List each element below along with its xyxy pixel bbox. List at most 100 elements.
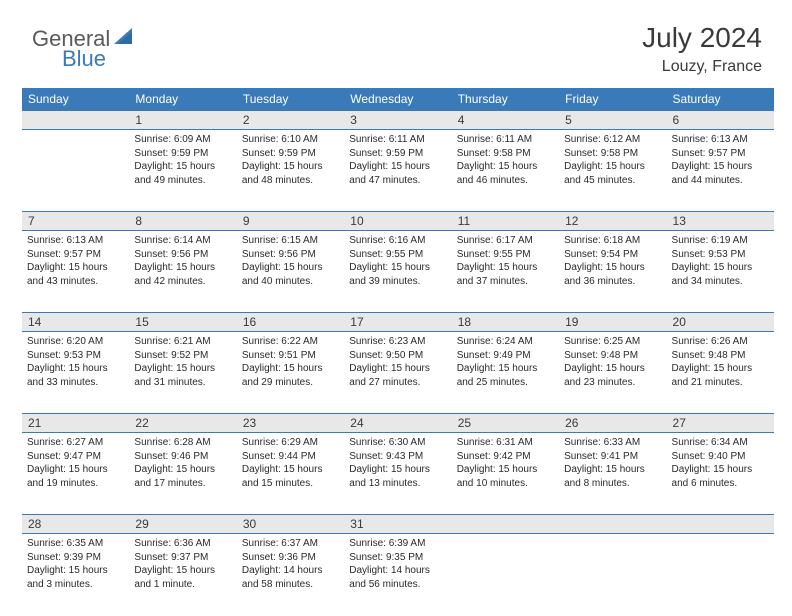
sunrise-text: Sunrise: 6:14 AM [134, 234, 231, 248]
sunrise-text: Sunrise: 6:11 AM [457, 133, 554, 147]
day-number-cell: 11 [452, 212, 559, 231]
day-number-cell: 2 [237, 111, 344, 130]
day-cell: Sunrise: 6:18 AMSunset: 9:54 PMDaylight:… [559, 231, 666, 313]
weekday-header-row: Sunday Monday Tuesday Wednesday Thursday… [22, 88, 774, 111]
sunrise-text: Sunrise: 6:34 AM [672, 436, 769, 450]
day-cell: Sunrise: 6:09 AMSunset: 9:59 PMDaylight:… [129, 130, 236, 212]
daylight-text: Daylight: 14 hours and 58 minutes. [242, 564, 339, 591]
daylight-text: Daylight: 15 hours and 27 minutes. [349, 362, 446, 389]
sunset-text: Sunset: 9:40 PM [672, 450, 769, 464]
day-number-cell: 14 [22, 313, 129, 332]
col-friday: Friday [559, 88, 666, 111]
sunset-text: Sunset: 9:51 PM [242, 349, 339, 363]
day-cell: Sunrise: 6:15 AMSunset: 9:56 PMDaylight:… [237, 231, 344, 313]
sunset-text: Sunset: 9:43 PM [349, 450, 446, 464]
sunrise-text: Sunrise: 6:23 AM [349, 335, 446, 349]
col-thursday: Thursday [452, 88, 559, 111]
day-cell: Sunrise: 6:28 AMSunset: 9:46 PMDaylight:… [129, 433, 236, 515]
day-number-cell: 3 [344, 111, 451, 130]
sunrise-text: Sunrise: 6:13 AM [672, 133, 769, 147]
day-number-cell: 30 [237, 515, 344, 534]
sunset-text: Sunset: 9:37 PM [134, 551, 231, 565]
daylight-text: Daylight: 15 hours and 33 minutes. [27, 362, 124, 389]
daylight-text: Daylight: 15 hours and 1 minute. [134, 564, 231, 591]
sunrise-text: Sunrise: 6:17 AM [457, 234, 554, 248]
day-number-cell: 17 [344, 313, 451, 332]
col-tuesday: Tuesday [237, 88, 344, 111]
daylight-text: Daylight: 15 hours and 21 minutes. [672, 362, 769, 389]
sunset-text: Sunset: 9:59 PM [134, 147, 231, 161]
sunset-text: Sunset: 9:58 PM [457, 147, 554, 161]
daylight-text: Daylight: 15 hours and 19 minutes. [27, 463, 124, 490]
day-number-cell: 25 [452, 414, 559, 433]
sunrise-text: Sunrise: 6:30 AM [349, 436, 446, 450]
sunset-text: Sunset: 9:48 PM [564, 349, 661, 363]
sunrise-text: Sunrise: 6:35 AM [27, 537, 124, 551]
sunset-text: Sunset: 9:36 PM [242, 551, 339, 565]
daylight-text: Daylight: 15 hours and 42 minutes. [134, 261, 231, 288]
sunset-text: Sunset: 9:56 PM [242, 248, 339, 262]
daylight-text: Daylight: 15 hours and 40 minutes. [242, 261, 339, 288]
sunrise-text: Sunrise: 6:27 AM [27, 436, 124, 450]
page-title: July 2024 [642, 22, 762, 54]
day-cell: Sunrise: 6:19 AMSunset: 9:53 PMDaylight:… [667, 231, 774, 313]
day-number-cell: 23 [237, 414, 344, 433]
day-number-cell: 21 [22, 414, 129, 433]
daylight-text: Daylight: 15 hours and 29 minutes. [242, 362, 339, 389]
day-cell: Sunrise: 6:26 AMSunset: 9:48 PMDaylight:… [667, 332, 774, 414]
daylight-text: Daylight: 15 hours and 25 minutes. [457, 362, 554, 389]
sunrise-text: Sunrise: 6:25 AM [564, 335, 661, 349]
daynum-row: 28293031 [22, 515, 774, 534]
day-cell: Sunrise: 6:35 AMSunset: 9:39 PMDaylight:… [22, 534, 129, 616]
sunset-text: Sunset: 9:46 PM [134, 450, 231, 464]
day-cell [667, 534, 774, 616]
day-number-cell [667, 515, 774, 534]
day-number-cell: 15 [129, 313, 236, 332]
day-number-cell [22, 111, 129, 130]
sunset-text: Sunset: 9:39 PM [27, 551, 124, 565]
sunrise-text: Sunrise: 6:10 AM [242, 133, 339, 147]
sunset-text: Sunset: 9:57 PM [27, 248, 124, 262]
sunrise-text: Sunrise: 6:21 AM [134, 335, 231, 349]
day-number-cell: 7 [22, 212, 129, 231]
day-cell: Sunrise: 6:13 AMSunset: 9:57 PMDaylight:… [667, 130, 774, 212]
day-info-row: Sunrise: 6:13 AMSunset: 9:57 PMDaylight:… [22, 231, 774, 313]
day-number-cell: 20 [667, 313, 774, 332]
daylight-text: Daylight: 15 hours and 8 minutes. [564, 463, 661, 490]
daylight-text: Daylight: 15 hours and 49 minutes. [134, 160, 231, 187]
day-number-cell: 19 [559, 313, 666, 332]
sunset-text: Sunset: 9:48 PM [672, 349, 769, 363]
day-info-row: Sunrise: 6:20 AMSunset: 9:53 PMDaylight:… [22, 332, 774, 414]
day-cell: Sunrise: 6:25 AMSunset: 9:48 PMDaylight:… [559, 332, 666, 414]
day-number-cell: 28 [22, 515, 129, 534]
daylight-text: Daylight: 15 hours and 43 minutes. [27, 261, 124, 288]
day-cell: Sunrise: 6:29 AMSunset: 9:44 PMDaylight:… [237, 433, 344, 515]
day-cell: Sunrise: 6:11 AMSunset: 9:58 PMDaylight:… [452, 130, 559, 212]
day-number-cell: 6 [667, 111, 774, 130]
sunrise-text: Sunrise: 6:11 AM [349, 133, 446, 147]
col-wednesday: Wednesday [344, 88, 451, 111]
sunrise-text: Sunrise: 6:15 AM [242, 234, 339, 248]
day-cell [559, 534, 666, 616]
sunset-text: Sunset: 9:53 PM [672, 248, 769, 262]
sunrise-text: Sunrise: 6:28 AM [134, 436, 231, 450]
day-number-cell: 18 [452, 313, 559, 332]
day-cell: Sunrise: 6:17 AMSunset: 9:55 PMDaylight:… [452, 231, 559, 313]
day-number-cell: 13 [667, 212, 774, 231]
day-cell: Sunrise: 6:22 AMSunset: 9:51 PMDaylight:… [237, 332, 344, 414]
sunset-text: Sunset: 9:42 PM [457, 450, 554, 464]
col-monday: Monday [129, 88, 236, 111]
day-number-cell: 26 [559, 414, 666, 433]
daynum-row: 123456 [22, 111, 774, 130]
sunset-text: Sunset: 9:54 PM [564, 248, 661, 262]
day-cell: Sunrise: 6:10 AMSunset: 9:59 PMDaylight:… [237, 130, 344, 212]
sunset-text: Sunset: 9:58 PM [564, 147, 661, 161]
daylight-text: Daylight: 15 hours and 13 minutes. [349, 463, 446, 490]
day-number-cell: 4 [452, 111, 559, 130]
sunset-text: Sunset: 9:55 PM [349, 248, 446, 262]
col-sunday: Sunday [22, 88, 129, 111]
sunset-text: Sunset: 9:44 PM [242, 450, 339, 464]
day-cell: Sunrise: 6:23 AMSunset: 9:50 PMDaylight:… [344, 332, 451, 414]
day-cell [22, 130, 129, 212]
sunset-text: Sunset: 9:47 PM [27, 450, 124, 464]
